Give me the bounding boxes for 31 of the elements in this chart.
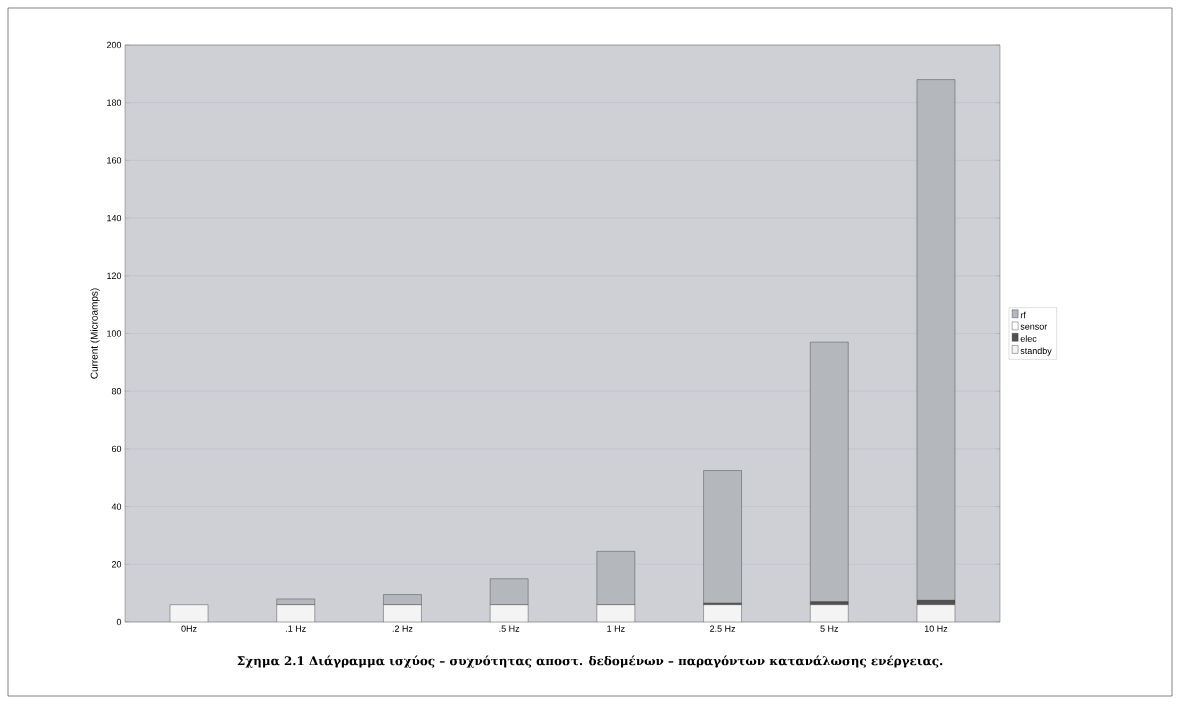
bar bbox=[276, 604, 315, 622]
bar bbox=[810, 341, 849, 602]
x-tick-label: 10 Hz bbox=[924, 625, 948, 632]
y-tick-label: 20 bbox=[111, 561, 122, 568]
legend-label: elec bbox=[1020, 335, 1037, 342]
text: Σχημα 2.1 Διάγραμμα ισχύος – συχνότητας αποστ. δεδομένων – παραγόντων κατανάλωσης ενέργειας. bbox=[237, 655, 943, 668]
x-tick-label: 5 Hz bbox=[820, 625, 839, 632]
legend-label: standby bbox=[1020, 347, 1052, 356]
x-tick-label: 0Hz bbox=[181, 625, 197, 632]
x-tick-label: .5 Hz bbox=[499, 625, 520, 632]
bar bbox=[703, 604, 742, 622]
bar bbox=[383, 604, 422, 622]
x-tick-label: 2.5 Hz bbox=[710, 625, 736, 632]
y-tick-label: 80 bbox=[111, 388, 122, 395]
y-tick-label: 200 bbox=[106, 41, 122, 49]
y-tick-label: 40 bbox=[111, 503, 122, 510]
bar bbox=[810, 604, 849, 622]
y-tick-label: 160 bbox=[107, 157, 122, 164]
legend-label: sensor bbox=[1020, 324, 1048, 330]
y-tick-label: 180 bbox=[107, 99, 122, 106]
y-tick-label: 60 bbox=[111, 445, 122, 453]
x-tick-label: .2 Hz bbox=[392, 625, 413, 632]
y-tick-label: 0 bbox=[116, 618, 122, 626]
y-axis-title: Current (Microamps) bbox=[90, 288, 100, 379]
y-tick-label: 140 bbox=[107, 214, 122, 222]
y-tick-label: 100 bbox=[107, 330, 122, 337]
x-tick-label: 1 Hz bbox=[607, 625, 625, 632]
y-tick-label: 120 bbox=[107, 272, 122, 279]
x-tick-label: .1 Hz bbox=[286, 625, 306, 632]
bar bbox=[916, 79, 956, 601]
legend-label: rf bbox=[1020, 311, 1026, 319]
